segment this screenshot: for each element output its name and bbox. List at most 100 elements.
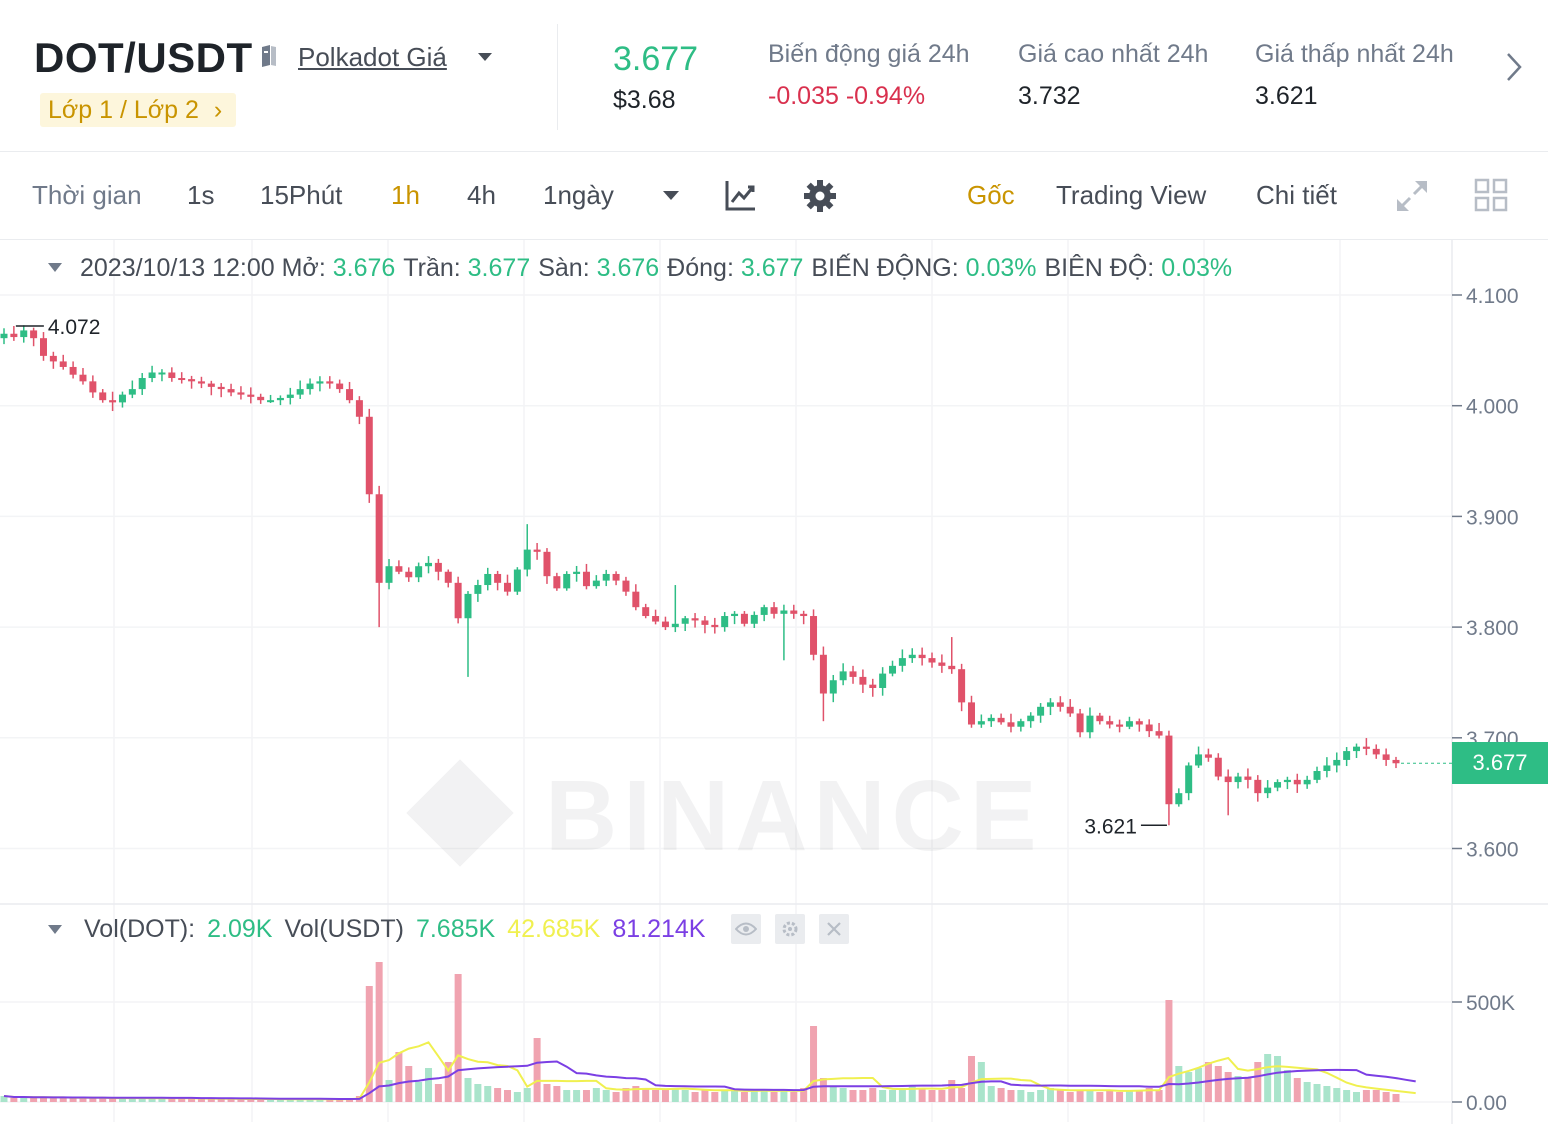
candle-body <box>296 389 304 395</box>
fullscreen-icon[interactable] <box>1394 178 1430 214</box>
volume-bar <box>928 1090 936 1102</box>
interval-4h[interactable]: 4h <box>467 180 496 210</box>
volume-bar <box>1076 1090 1084 1102</box>
candle-body <box>188 379 196 382</box>
view-depth[interactable]: Chi tiết <box>1256 180 1337 210</box>
volume-bar <box>1017 1090 1025 1102</box>
view-original[interactable]: Gốc <box>967 180 1015 210</box>
chevron-right-icon: › <box>213 96 223 124</box>
volume-bar <box>415 1082 423 1102</box>
volume-bar <box>1283 1070 1291 1102</box>
volume-bar <box>770 1092 778 1102</box>
candle-body <box>138 378 146 390</box>
volume-bar <box>1392 1094 1400 1102</box>
candle-body <box>661 621 669 628</box>
layout-grid-icon[interactable] <box>1474 178 1508 212</box>
volume-legend: Vol(DOT): 2.09K Vol(USDT) 7.685K 42.685K… <box>48 914 850 944</box>
candle-body <box>790 610 798 614</box>
eye-icon[interactable] <box>731 914 762 944</box>
candle-body <box>494 573 502 583</box>
candle-body <box>1135 721 1143 725</box>
caret-down-icon[interactable] <box>48 262 62 272</box>
ohlc-close: 3.677 <box>740 254 804 282</box>
candle-body <box>1027 715 1035 722</box>
volume-bar <box>89 1098 97 1102</box>
volume-bar <box>1214 1066 1222 1102</box>
candle-body <box>1303 779 1311 785</box>
stat-change-value: -0.035 -0.94% <box>768 82 926 110</box>
candle-body <box>1244 776 1252 780</box>
volume-bar <box>859 1090 867 1102</box>
volume-bar <box>99 1098 107 1102</box>
volume-bar <box>39 1097 47 1102</box>
settings-icon[interactable] <box>802 178 838 214</box>
settings-icon[interactable] <box>775 914 806 944</box>
candle-body <box>908 654 916 659</box>
volume-bar <box>1165 1000 1173 1102</box>
volume-bar <box>879 1090 887 1102</box>
candle-body <box>898 658 906 666</box>
close-icon[interactable] <box>819 914 850 944</box>
vol-usdt-value: 7.685K <box>415 914 496 943</box>
current-price-tag: 3.677 <box>1452 742 1548 784</box>
chevron-down-icon[interactable] <box>662 188 680 204</box>
candle-body <box>721 616 729 628</box>
interval-15m[interactable]: 15Phút <box>260 180 343 210</box>
candle-body <box>1046 702 1054 707</box>
volume-bar <box>197 1099 205 1102</box>
volume-bar <box>128 1098 136 1102</box>
candle-body <box>523 549 531 570</box>
caret-down-icon[interactable] <box>48 924 62 934</box>
candle-body <box>217 386 225 390</box>
view-trading-view[interactable]: Trading View <box>1056 180 1207 210</box>
candle-body <box>859 676 867 685</box>
volume-bar <box>1313 1084 1321 1102</box>
candle-body <box>148 372 156 379</box>
last-price-usd: $3.68 <box>613 86 676 114</box>
candle-body <box>1204 754 1212 758</box>
candlestick-chart[interactable]: BINANCE 4.1004.0003.9003.8003.7003.60050… <box>0 240 1548 1124</box>
volume-bar <box>375 962 383 1102</box>
chart-area[interactable]: BINANCE 4.100 4.000 3.900 3.800 3.700 3.600 50… <box>0 240 1548 1124</box>
volume-bar <box>1244 1078 1252 1102</box>
volume-bar <box>247 1099 255 1102</box>
chevron-down-icon[interactable] <box>476 48 494 66</box>
volume-bar <box>671 1088 679 1102</box>
candle-body <box>543 551 551 577</box>
volume-bar <box>1106 1090 1114 1102</box>
coin-info-link[interactable]: Polkadot Giá <box>298 42 447 72</box>
volume-bar <box>1303 1082 1311 1102</box>
interval-1s[interactable]: 1s <box>187 180 215 210</box>
volume-bar <box>622 1088 630 1102</box>
candle-body <box>1116 724 1124 727</box>
candle-body <box>168 372 176 379</box>
pair-title: DOT/USDT <box>34 34 253 81</box>
volume-ma-long-line <box>3 1060 1416 1100</box>
candle-body <box>316 381 324 384</box>
book-icon[interactable] <box>260 44 278 68</box>
candle-body <box>30 330 38 339</box>
volume-bar <box>1155 1090 1163 1102</box>
stat-high-value: 3.732 <box>1018 82 1081 110</box>
candle-body <box>671 623 679 628</box>
watermark-text: BINANCE <box>545 760 1043 872</box>
candle-body <box>39 338 47 356</box>
volume-bar <box>632 1086 640 1102</box>
interval-1h[interactable]: 1h <box>391 180 420 210</box>
volume-bar <box>227 1099 235 1102</box>
candle-body <box>612 573 620 581</box>
layer-badge[interactable]: Lớp 1 / Lớp 2 › <box>40 93 237 127</box>
candle-body <box>1293 779 1301 785</box>
volume-bar <box>987 1086 995 1102</box>
volume-bar <box>1046 1088 1054 1102</box>
candle-body <box>0 333 8 339</box>
candle-body <box>197 381 205 384</box>
indicator-icon[interactable] <box>724 178 758 212</box>
volume-bar <box>158 1098 166 1102</box>
chevron-right-icon[interactable] <box>1500 50 1526 84</box>
candle-body <box>869 684 877 688</box>
interval-1d[interactable]: 1ngày <box>543 180 614 210</box>
header-divider <box>557 24 558 130</box>
volume-bar <box>819 1078 827 1102</box>
volume-bar <box>267 1099 275 1102</box>
